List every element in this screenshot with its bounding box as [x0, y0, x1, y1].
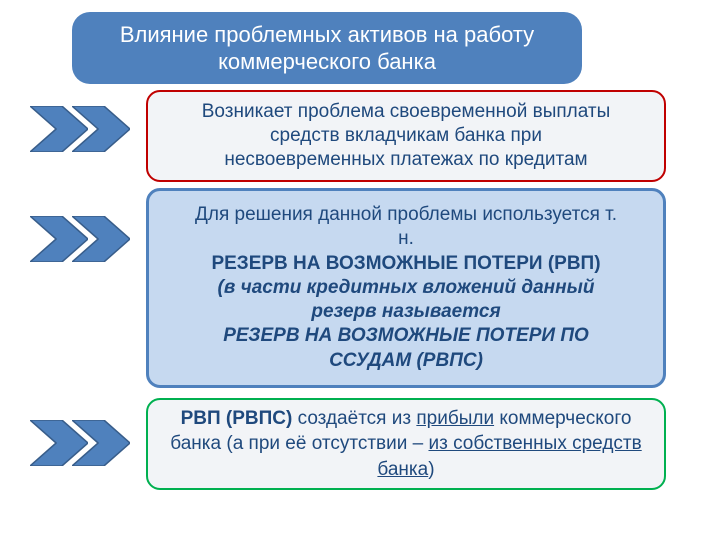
- text-line: н.: [165, 227, 647, 251]
- chevron-icon: [72, 420, 130, 466]
- text-span: прибыли: [416, 408, 494, 429]
- arrow-1: [30, 106, 130, 152]
- text-paragraph: РВП (РВПС) создаётся из прибыли коммерче…: [164, 406, 648, 483]
- text-line: ССУДАМ (РВПС): [165, 349, 647, 373]
- slide-title-text: Влияние проблемных активов на работу ком…: [90, 21, 564, 76]
- text-line: Возникает проблема своевременной выплаты: [164, 100, 648, 124]
- chevron-icon: [72, 106, 130, 152]
- arrow-3: [30, 420, 130, 466]
- text-line: средств вкладчикам банка при: [164, 124, 648, 148]
- text-line: несвоевременных платежах по кредитам: [164, 148, 648, 172]
- arrow-2: [30, 216, 130, 262]
- chevron-icon: [72, 216, 130, 262]
- text-line: (в части кредитных вложений данный: [165, 276, 647, 300]
- text-line: резерв называется: [165, 300, 647, 324]
- text-line: РЕЗЕРВ НА ВОЗМОЖНЫЕ ПОТЕРИ ПО: [165, 324, 647, 348]
- text-line: Для решения данной проблемы используется…: [165, 203, 647, 227]
- text-span: РВП (РВПС): [181, 408, 293, 429]
- problem-box: Возникает проблема своевременной выплаты…: [146, 90, 666, 182]
- text-line: РЕЗЕРВ НА ВОЗМОЖНЫЕ ПОТЕРИ (РВП): [165, 252, 647, 276]
- text-span: ): [428, 459, 434, 480]
- funding-box: РВП (РВПС) создаётся из прибыли коммерче…: [146, 398, 666, 490]
- reserve-box: Для решения данной проблемы используется…: [146, 188, 666, 388]
- slide-title: Влияние проблемных активов на работу ком…: [72, 12, 582, 84]
- text-span: создаётся из: [292, 408, 416, 429]
